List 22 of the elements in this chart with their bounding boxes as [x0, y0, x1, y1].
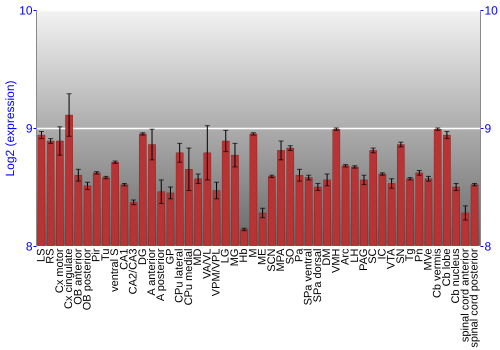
x-tick-label: spinal cord posterior	[468, 248, 481, 348]
y-axis-title: Log2 (expression)	[3, 80, 18, 177]
y2-tick-label: 10	[484, 4, 498, 18]
y2-tick-label: 8	[484, 240, 492, 254]
x-tick-label: MVe	[422, 248, 434, 271]
x-tick-label: SCN	[266, 248, 278, 272]
x-tick-label: LS	[35, 248, 48, 262]
x-tick-label: PAG	[358, 248, 370, 271]
x-tick-label: DG	[136, 248, 149, 265]
y2-tick-label: 9	[484, 122, 492, 136]
x-tick-label: OB anterior	[72, 248, 84, 305]
x-tick-label: SN	[394, 248, 407, 264]
x-tick-label: SPa dorsal	[312, 248, 324, 302]
x-tick-label: IC	[376, 248, 388, 260]
x-tick-label: Cb lobe	[440, 248, 453, 286]
x-tick-label: CPu medial	[182, 248, 195, 306]
x-tick-label: RS	[44, 248, 57, 264]
y-tick-label: 9	[26, 122, 33, 136]
y-tick-label: 10	[19, 4, 33, 18]
x-tick-label: Tg	[404, 248, 416, 262]
x-tick-label: Arc	[340, 248, 352, 265]
y-tick-label: 8	[26, 240, 33, 254]
